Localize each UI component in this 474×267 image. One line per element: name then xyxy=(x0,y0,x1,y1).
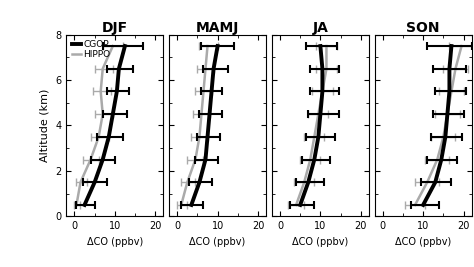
Legend: CGOP, HIPPO: CGOP, HIPPO xyxy=(71,39,111,60)
Title: DJF: DJF xyxy=(102,21,128,35)
X-axis label: ΔCO (ppbv): ΔCO (ppbv) xyxy=(395,237,451,247)
Title: MAMJ: MAMJ xyxy=(196,21,239,35)
Title: JA: JA xyxy=(312,21,328,35)
Title: SON: SON xyxy=(406,21,440,35)
X-axis label: ΔCO (ppbv): ΔCO (ppbv) xyxy=(292,237,348,247)
Y-axis label: Altitude (km): Altitude (km) xyxy=(40,89,50,162)
X-axis label: ΔCO (ppbv): ΔCO (ppbv) xyxy=(87,237,143,247)
X-axis label: ΔCO (ppbv): ΔCO (ppbv) xyxy=(190,237,246,247)
